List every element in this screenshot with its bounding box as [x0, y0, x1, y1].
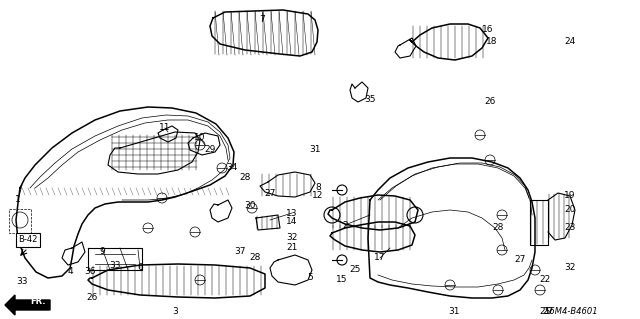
Text: 10: 10: [195, 133, 205, 143]
Text: S6M4-B4601: S6M4-B4601: [545, 308, 599, 316]
Text: 34: 34: [227, 164, 237, 173]
Text: 30: 30: [244, 202, 256, 211]
Text: 21: 21: [540, 308, 550, 316]
Text: 24: 24: [564, 38, 575, 47]
Text: 26: 26: [484, 98, 496, 107]
Text: 22: 22: [540, 276, 550, 285]
Text: 12: 12: [312, 190, 324, 199]
Text: 28: 28: [239, 174, 251, 182]
Text: 33: 33: [109, 261, 121, 270]
Text: 11: 11: [159, 123, 171, 132]
Text: 7: 7: [259, 16, 265, 25]
Text: 1: 1: [15, 196, 21, 204]
Text: 32: 32: [564, 263, 576, 272]
Text: 9: 9: [99, 248, 105, 256]
Text: 6: 6: [137, 263, 143, 272]
Text: 17: 17: [374, 254, 386, 263]
Text: 4: 4: [67, 268, 73, 277]
Text: 16: 16: [483, 26, 493, 34]
Text: 13: 13: [286, 209, 298, 218]
Text: 25: 25: [349, 265, 361, 275]
Text: 37: 37: [234, 248, 246, 256]
Polygon shape: [5, 295, 50, 315]
Text: 19: 19: [564, 190, 576, 199]
Text: 31: 31: [309, 145, 321, 154]
Text: 23: 23: [564, 224, 576, 233]
Text: 2: 2: [342, 220, 348, 229]
Text: 28: 28: [250, 254, 260, 263]
Text: 29: 29: [204, 145, 216, 154]
Text: 32: 32: [286, 234, 298, 242]
Text: 27: 27: [264, 189, 276, 198]
Text: 33: 33: [16, 278, 28, 286]
Text: 36: 36: [84, 268, 96, 277]
Text: 18: 18: [486, 38, 498, 47]
Text: 14: 14: [286, 218, 298, 226]
Text: 27: 27: [542, 308, 554, 316]
Text: FR.: FR.: [30, 298, 45, 307]
Text: 3: 3: [172, 308, 178, 316]
Text: 35: 35: [364, 95, 376, 105]
Text: 26: 26: [86, 293, 98, 302]
Text: 31: 31: [448, 308, 460, 316]
Text: 21: 21: [286, 243, 298, 253]
Text: 8: 8: [315, 183, 321, 192]
Text: 15: 15: [336, 276, 348, 285]
Text: 20: 20: [564, 205, 576, 214]
Text: 27: 27: [515, 256, 525, 264]
Text: 28: 28: [492, 224, 504, 233]
Text: 5: 5: [307, 273, 313, 283]
Text: B-42: B-42: [19, 235, 38, 244]
